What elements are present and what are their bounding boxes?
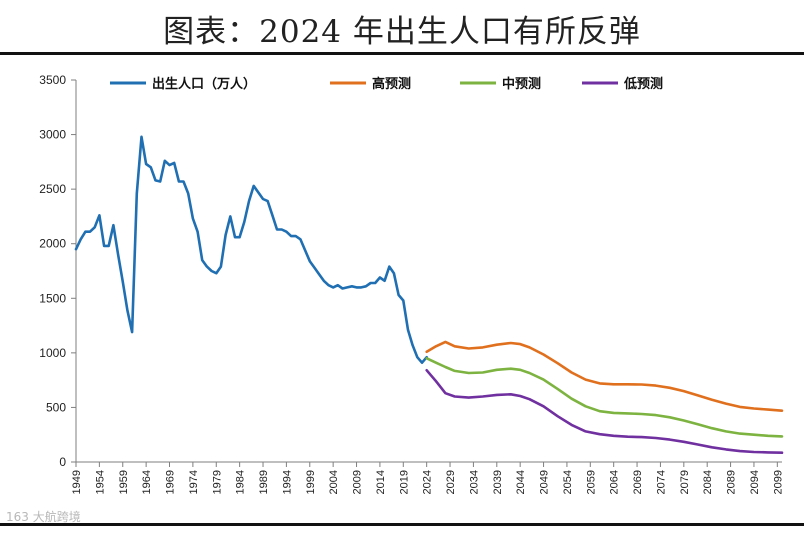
legend-label-0: 出生人口（万人） — [152, 76, 256, 92]
x-tick-label: 2089 — [726, 470, 738, 494]
x-tick-label: 1999 — [305, 470, 317, 494]
y-tick-label: 500 — [46, 400, 66, 414]
series-line-2 — [425, 356, 784, 438]
x-tick-label: 2079 — [679, 470, 691, 494]
y-tick-label: 0 — [59, 455, 66, 469]
x-tick-label: 1964 — [141, 470, 153, 494]
x-tick-label: 2019 — [398, 470, 410, 494]
x-tick-label: 1979 — [211, 470, 223, 494]
y-tick-label: 3500 — [39, 73, 66, 87]
x-tick-label: 2029 — [445, 470, 457, 494]
bottom-rule — [0, 523, 804, 526]
series-line-0 — [74, 135, 429, 365]
x-tick-label: 1994 — [281, 470, 293, 494]
y-axis-ticks: 0 500 1000 1500 2000 2500 3000 3500 — [39, 73, 76, 469]
legend-label-1: 高预测 — [372, 76, 411, 92]
x-tick-label: 2094 — [749, 470, 761, 494]
x-tick-label: 1949 — [71, 470, 83, 494]
x-tick-label: 1989 — [258, 470, 270, 494]
y-tick-label: 2000 — [39, 237, 66, 251]
x-tick-label: 2024 — [422, 470, 434, 494]
x-axis-ticks: 1949 1954 1959 1964 1969 1974 1979 1984 1989 1994… — [71, 462, 784, 494]
x-tick-label: 2059 — [585, 470, 597, 494]
x-tick-label: 2099 — [772, 470, 784, 494]
x-tick-label: 2014 — [375, 470, 387, 494]
x-tick-label: 2054 — [562, 470, 574, 494]
x-tick-label: 1974 — [188, 470, 200, 494]
x-tick-label: 2039 — [492, 470, 504, 494]
x-tick-label: 2004 — [328, 470, 340, 494]
x-tick-label: 1959 — [118, 470, 130, 494]
chart-axes — [75, 80, 782, 463]
page-title: 图表：2024 年出生人口有所反弹 — [163, 14, 641, 50]
x-tick-label: 2049 — [539, 470, 551, 494]
title-rule — [0, 52, 804, 55]
x-tick-label: 1954 — [94, 470, 106, 494]
series-line-3 — [425, 368, 784, 455]
x-tick-label: 2069 — [632, 470, 644, 494]
x-tick-label: 2034 — [468, 470, 480, 494]
y-tick-label: 3000 — [39, 128, 66, 142]
y-tick-label: 1000 — [39, 346, 66, 360]
legend-label-3: 低预测 — [623, 76, 663, 92]
chart-series — [74, 135, 784, 455]
legend-label-2: 中预测 — [502, 76, 541, 92]
series-line-1 — [425, 340, 784, 413]
x-tick-label: 2044 — [515, 470, 527, 494]
watermark-text: 163 大航跨境 — [6, 510, 81, 524]
y-tick-label: 1500 — [39, 291, 66, 305]
chart-legend: 出生人口（万人） 高预测 中预测 低预测 — [110, 76, 663, 92]
x-tick-label: 2064 — [609, 470, 621, 494]
x-tick-label: 1984 — [235, 470, 247, 494]
x-tick-label: 2074 — [655, 470, 667, 494]
x-tick-label: 1969 — [165, 470, 177, 494]
x-tick-label: 2084 — [702, 470, 714, 494]
y-tick-label: 2500 — [39, 182, 66, 196]
x-tick-label: 2009 — [352, 470, 364, 494]
